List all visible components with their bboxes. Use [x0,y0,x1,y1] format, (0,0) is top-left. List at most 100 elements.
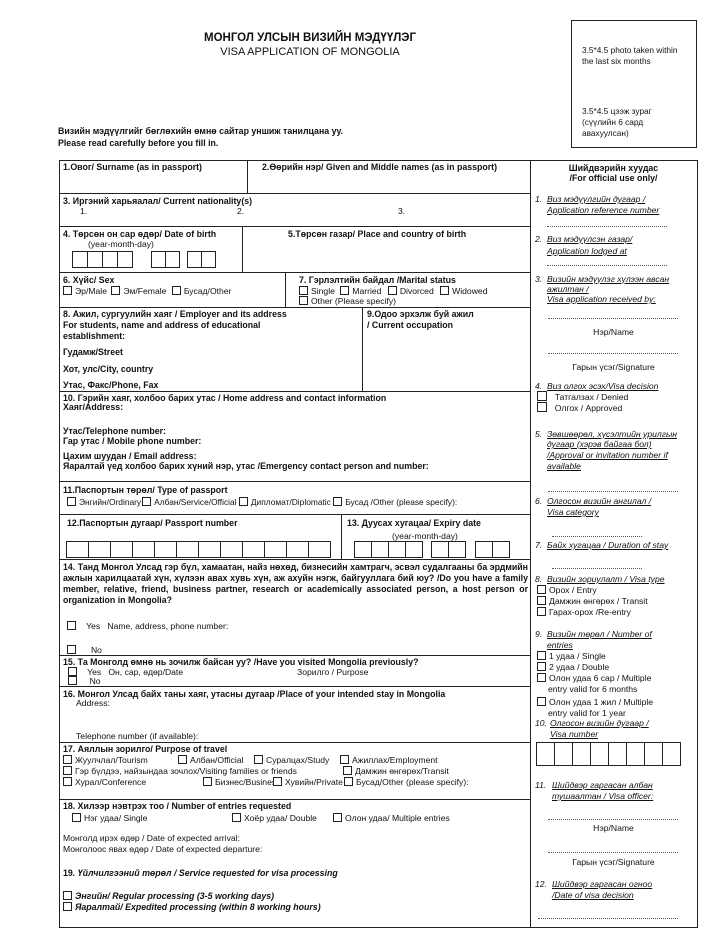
visa-officer-signature-field[interactable] [548,852,678,853]
item-number: 12. [535,879,547,889]
tourism-checkbox[interactable] [63,755,72,764]
telephone-label: Утас/Telephone number: [63,426,166,436]
other-passport-checkbox[interactable] [333,497,343,506]
entries-single-checkbox[interactable] [72,813,81,822]
phone-fax-label: Утас, Факс/Phone, Fax [63,380,159,390]
ref-number-field[interactable] [547,226,667,227]
multiple-6-months-option-cont: entry valid for 6 months [548,684,638,694]
received-by-name-field[interactable] [548,318,678,319]
one-entry-checkbox[interactable] [537,651,546,660]
visa-officer-name-field[interactable] [548,819,678,820]
host-details-label: Name, address, phone number: [107,621,229,631]
purpose-private: Хувийн/Private [273,777,343,787]
surname-field[interactable] [60,174,246,192]
ordinary-checkbox[interactable] [67,497,76,506]
multiple-1-year-checkbox[interactable] [537,697,546,706]
divorced-checkbox[interactable] [387,286,397,295]
divider [285,272,286,307]
divorced-option: Divorced [399,286,434,296]
visiting-checkbox[interactable] [63,766,72,775]
other-marital-option: Other (Please specify) [311,296,397,306]
item-number: 5. [535,429,543,439]
stay-telephone-label: Telephone number (if available): [76,731,199,741]
visa-transit-checkbox[interactable] [537,596,546,605]
expiry-date-label: 13. Дуусах хугацаа/ Expiry date [347,518,481,528]
divider [59,226,530,227]
service-expedited: Яаралтай/ Expedited processing (within 8… [63,902,321,912]
expiry-year-boxes[interactable] [354,541,423,558]
duration-of-stay-label: Байх хугацаа / Duration of stay [547,540,669,550]
multiple-6-months-option: Олон удаа 6 сар / Multiple [549,673,652,683]
decision-date-field[interactable] [538,918,678,919]
host-yes-checkbox[interactable] [67,621,76,630]
business-checkbox[interactable] [203,777,212,786]
other-sex-checkbox[interactable] [171,286,181,295]
employer-label: 8. Ажил, сургуулийн хаяг / Employer and … [63,309,287,319]
approval-number-label-en-cont: available [547,461,581,471]
official-passport-checkbox[interactable] [142,497,152,506]
departure-date-label: Монголоос явах өдөр / Date of expected d… [63,844,263,854]
entries-double-checkbox[interactable] [232,813,241,822]
birth-day-boxes[interactable] [187,251,216,268]
occupation-label-mn: 9.Одоо эрхэлж буй ажил [367,309,474,319]
other-marital-checkbox[interactable] [299,296,308,305]
denied-checkbox[interactable] [537,391,547,401]
reentry-checkbox[interactable] [537,607,546,616]
divider [59,655,530,656]
married-checkbox[interactable] [340,286,350,295]
multiple-6-months-checkbox[interactable] [537,673,546,682]
entries-multiple-checkbox[interactable] [333,813,342,822]
item-number: 8. [535,574,543,584]
birth-month-boxes[interactable] [151,251,180,268]
two-entry-checkbox[interactable] [537,662,546,671]
visiting-option: Гэр бүлдээ, найзындаа зочлох/Visiting fa… [75,766,297,776]
widowed-option: Widowed [452,286,488,296]
birth-year-boxes[interactable] [72,251,133,268]
conference-checkbox[interactable] [63,777,72,786]
lodged-at-field[interactable] [547,265,667,266]
married-option: Married [352,286,382,296]
transit-checkbox[interactable] [343,766,352,775]
duration-of-stay-field[interactable] [552,568,642,569]
expedited-checkbox[interactable] [63,902,72,911]
nationality-3-field[interactable]: 3. [398,206,406,216]
male-checkbox[interactable] [63,286,72,295]
other-purpose-checkbox[interactable] [344,777,353,786]
sex-options: Эр/Male Эм/Female Бусад/Other [63,286,231,296]
sex-label: 6. Хүйс/ Sex [63,275,115,285]
entries-1: 1 удаа / Single [537,651,606,661]
expiry-month-boxes[interactable] [431,541,466,558]
passport-number-boxes[interactable] [66,541,331,558]
item-number: 6. [535,496,543,506]
received-by-signature-field[interactable] [548,353,678,354]
diplomatic-checkbox[interactable] [238,497,248,506]
private-checkbox[interactable] [273,777,282,786]
divider [59,481,530,482]
item-number: 10. [535,718,547,728]
visa-number-boxes[interactable] [536,742,681,766]
nationality-1-field[interactable]: 1. [80,206,88,216]
female-checkbox[interactable] [111,286,121,295]
approval-number-field[interactable] [548,491,678,492]
employment-checkbox[interactable] [340,755,349,764]
official-checkbox[interactable] [178,755,187,764]
official-passport-option: Албан/Service/Official [154,497,237,507]
photo-box[interactable]: 3.5*4.5 photo taken within the last six … [571,20,697,148]
host-yes-label: Yes [86,621,101,631]
ref-number-label-mn: Виз мэдүүлгийн дугаар / [547,194,646,204]
widowed-checkbox[interactable] [440,286,450,295]
passport-type-label: 11.Паспортын төрөл/ Type of passport [63,485,228,495]
regular-checkbox[interactable] [63,891,72,900]
approved-checkbox[interactable] [537,402,547,412]
previous-visit-yes-checkbox[interactable] [68,667,77,676]
expiry-day-boxes[interactable] [475,541,510,558]
nationality-2-field[interactable]: 2. [237,206,245,216]
study-checkbox[interactable] [254,755,263,764]
given-names-field[interactable] [248,174,529,192]
visa-category-field[interactable] [552,536,642,537]
entry-checkbox[interactable] [537,585,546,594]
divider [59,514,530,515]
previous-visit-no-checkbox[interactable] [68,676,77,685]
single-checkbox[interactable] [299,286,308,295]
host-no-checkbox[interactable] [67,645,76,654]
